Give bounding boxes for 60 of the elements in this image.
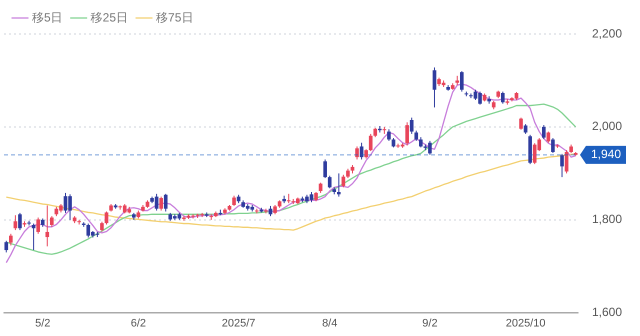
candlestick bbox=[432, 66, 436, 108]
candlestick bbox=[100, 221, 104, 232]
candlestick bbox=[286, 193, 291, 204]
candlestick bbox=[410, 117, 414, 134]
candlestick bbox=[36, 217, 40, 234]
candlestick bbox=[104, 211, 108, 226]
candlestick bbox=[405, 122, 409, 146]
legend-label: 移25日 bbox=[90, 10, 128, 24]
x-tick-label: 9/2 bbox=[422, 317, 438, 330]
candlestick bbox=[342, 174, 346, 188]
candlestick bbox=[232, 195, 236, 206]
candlestick bbox=[360, 142, 364, 160]
candlestick bbox=[500, 91, 505, 104]
candlestick bbox=[418, 136, 423, 148]
y-tick-label: 2,200 bbox=[592, 26, 622, 40]
ref-line-label: 1,940 bbox=[590, 147, 622, 162]
x-tick-label: 2025/7 bbox=[222, 317, 256, 330]
candlestick bbox=[159, 196, 163, 212]
candlestick bbox=[355, 146, 359, 160]
candlestick bbox=[560, 153, 564, 178]
candlestick bbox=[346, 168, 350, 179]
x-tick-label: 6/2 bbox=[130, 317, 146, 330]
candlestick bbox=[392, 138, 396, 148]
candlestick bbox=[373, 127, 378, 138]
candlestick bbox=[368, 133, 373, 152]
candlestick bbox=[314, 191, 318, 202]
candlestick bbox=[323, 158, 327, 179]
candlestick bbox=[45, 204, 50, 247]
candlestick bbox=[86, 223, 90, 238]
candlestick bbox=[564, 150, 568, 174]
candlestick bbox=[387, 128, 391, 142]
y-tick-label: 2,000 bbox=[592, 119, 622, 134]
candlestick bbox=[519, 117, 523, 130]
candlestick bbox=[268, 205, 272, 217]
candlestick bbox=[551, 138, 555, 154]
x-tick-label: 5/2 bbox=[35, 317, 50, 330]
candlestick bbox=[164, 193, 168, 212]
candlestick bbox=[532, 142, 537, 165]
candlestick bbox=[336, 172, 341, 198]
candlestick bbox=[50, 216, 54, 228]
candlestick bbox=[273, 204, 277, 215]
candlestick bbox=[455, 75, 460, 86]
candlestick bbox=[122, 204, 127, 214]
candlestick bbox=[524, 124, 528, 134]
candlestick bbox=[542, 124, 546, 140]
candlestick bbox=[414, 130, 418, 142]
legend-label: 移5日 bbox=[32, 10, 63, 24]
candlestick bbox=[18, 212, 22, 231]
x-tick-label: 8/4 bbox=[322, 317, 338, 330]
candlestick bbox=[546, 131, 550, 144]
x-tick-label: 2025/10 bbox=[506, 317, 546, 330]
candlestick bbox=[364, 148, 368, 160]
candlestick bbox=[460, 70, 464, 92]
candlestick bbox=[4, 240, 8, 253]
candlestick bbox=[9, 233, 13, 246]
candlestick bbox=[328, 175, 332, 189]
legend-label: 移75日 bbox=[156, 10, 194, 24]
y-tick-label: 1,600 bbox=[592, 305, 622, 320]
y-tick-label: 1,800 bbox=[592, 212, 622, 226]
candlestick bbox=[318, 182, 322, 194]
